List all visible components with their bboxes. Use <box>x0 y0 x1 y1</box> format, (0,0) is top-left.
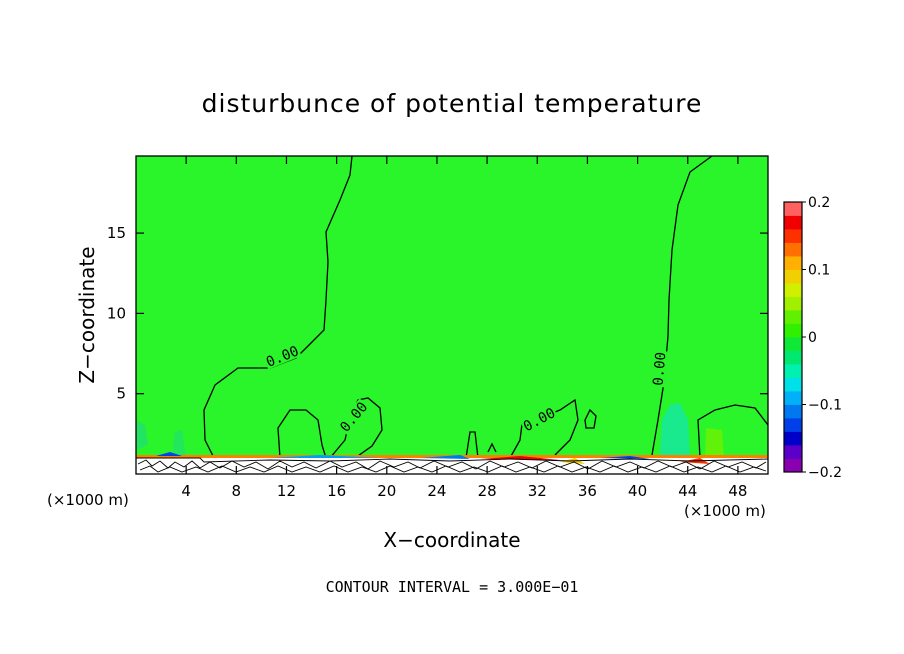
colorbar-tick-label: −0.2 <box>808 465 842 481</box>
x-tick-label: 28 <box>478 482 497 500</box>
contour-interval-note: CONTOUR INTERVAL = 3.000E−01 <box>326 578 579 596</box>
anomaly-right-cyan <box>660 403 690 458</box>
anomaly-left-small <box>172 430 186 458</box>
colorbar <box>783 201 803 473</box>
contour-spike <box>465 431 479 459</box>
y-tick-label: 5 <box>116 385 126 403</box>
colorbar-swatch <box>784 445 802 459</box>
x-tick-label: 36 <box>578 482 597 500</box>
colorbar-swatch <box>784 229 802 243</box>
x-tick-label: 4 <box>181 482 191 500</box>
x-ticks: 4 8 12 16 20 24 28 32 36 40 44 48 <box>181 156 747 500</box>
surface-scribbles <box>136 457 769 473</box>
colorbar-swatch <box>784 202 802 216</box>
colorbar-swatch <box>784 350 802 365</box>
x-tick-label: 12 <box>277 482 296 500</box>
scribble-row-1 <box>137 459 767 470</box>
x-tick-label: 44 <box>678 482 697 500</box>
x-axis-unit-right: (×1000 m) <box>684 502 766 520</box>
contour-right-box <box>697 404 769 459</box>
x-tick-label: 48 <box>728 482 747 500</box>
colorbar-swatch <box>784 323 802 338</box>
colorbar-swatch <box>784 431 802 446</box>
x-tick-label: 40 <box>628 482 647 500</box>
x-tick-label: 8 <box>232 482 242 500</box>
x-axis-unit-left: (×1000 m) <box>47 491 129 509</box>
chart-title: disturbunce of potential temperature <box>202 89 703 118</box>
colorbar-swatch <box>784 296 802 311</box>
surface-layer <box>136 452 769 474</box>
colorbar-swatch <box>784 215 802 230</box>
x-tick-label: 24 <box>427 482 446 500</box>
colorbar-swatch <box>784 256 802 270</box>
y-tick-label: 10 <box>107 304 126 322</box>
colorbar-swatch <box>784 283 802 297</box>
x-axis-label: X−coordinate <box>383 528 520 552</box>
colorbar-tick-label: 0 <box>808 330 817 346</box>
x-tick-label: 32 <box>528 482 547 500</box>
y-axis-label: Z−coordinate <box>75 246 99 383</box>
colorbar-swatch <box>784 377 802 392</box>
x-tick-label: 20 <box>377 482 396 500</box>
y-tick-label: 15 <box>107 224 126 242</box>
contour-label-4: 0.00 <box>650 350 670 388</box>
contour-zero-right <box>651 155 713 456</box>
contour-bump-left <box>277 409 327 459</box>
y-ticks: 5 10 15 <box>107 224 768 403</box>
scribble-outline <box>136 457 769 463</box>
plot-frame <box>135 155 769 475</box>
colorbar-swatch <box>784 242 802 257</box>
colorbar-swatch <box>784 418 802 432</box>
colorbar-swatch <box>784 269 802 284</box>
surface-blue-3 <box>420 455 470 459</box>
colorbar-swatch <box>784 458 802 473</box>
colorbar-swatch <box>784 404 802 419</box>
surface-blue-4 <box>600 456 650 459</box>
anomaly-right-yellow <box>705 428 724 458</box>
contour-spike-2 <box>487 442 497 453</box>
scribble-row-2 <box>139 465 767 473</box>
colorbar-swatch <box>784 337 802 351</box>
colorbar-labels: 0.2 0.1 0 −0.1 −0.2 <box>802 195 842 481</box>
colorbar-swatch <box>784 310 802 324</box>
anomaly-left-edge <box>136 420 148 450</box>
colorbar-tick-label: −0.1 <box>808 398 842 414</box>
surface-blue-1 <box>156 452 182 456</box>
colorbar-swatch <box>784 391 802 405</box>
contour-zero-left <box>203 155 353 457</box>
contour-bump-right <box>509 398 579 459</box>
contour-small-loop <box>584 408 597 429</box>
surface-blue-2 <box>270 455 380 458</box>
colorbar-tick-label: 0.2 <box>808 195 830 211</box>
colorbar-tick-label: 0.1 <box>808 263 830 279</box>
x-tick-label: 16 <box>327 482 346 500</box>
colorbar-swatch <box>784 364 802 378</box>
contour-label-4-text: 0.00 <box>651 351 670 386</box>
